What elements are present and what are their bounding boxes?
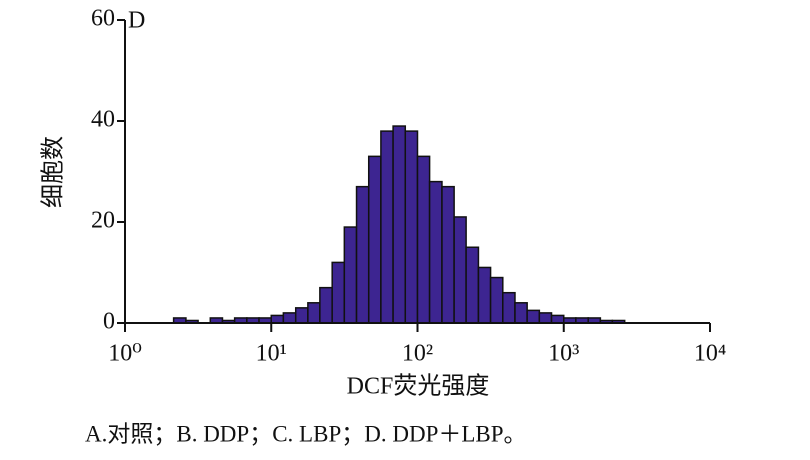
bar — [538, 312, 553, 324]
bar — [404, 130, 419, 324]
bar — [355, 185, 370, 324]
bar — [489, 276, 504, 324]
bar — [428, 180, 443, 324]
bar — [392, 125, 407, 324]
caption: A.对照；B. DDP；C. LBP；D. DDP＋LBP。 — [85, 421, 527, 446]
bar — [465, 246, 480, 324]
bar — [550, 314, 565, 324]
x-tick-label: 10² — [402, 341, 433, 367]
x-tick-label: 10⁰ — [108, 341, 142, 367]
y-tick-label: 0 — [103, 309, 115, 335]
bar — [502, 291, 516, 324]
bar — [380, 130, 394, 324]
bar — [453, 216, 467, 324]
bar — [367, 155, 382, 324]
x-axis-label: DCF荧光强度 — [347, 373, 490, 400]
panel-label: D — [128, 8, 145, 34]
x-tick-label: 10⁴ — [694, 341, 726, 367]
bar — [282, 312, 297, 324]
bar — [331, 261, 346, 324]
y-tick-label: 40 — [91, 107, 115, 133]
bar — [294, 307, 309, 324]
bar — [307, 302, 321, 324]
bar — [526, 309, 541, 324]
y-tick-label: 60 — [91, 6, 115, 32]
bar — [270, 314, 285, 324]
bar — [319, 286, 333, 324]
x-tick-label: 10¹ — [256, 341, 287, 367]
bar — [416, 155, 431, 324]
y-axis-label: 细胞数 — [40, 136, 67, 208]
x-tick-label: 10³ — [548, 341, 579, 367]
bar — [441, 185, 455, 324]
bar — [343, 226, 358, 324]
bar — [514, 302, 528, 324]
bar — [477, 266, 492, 324]
y-tick-label: 20 — [91, 208, 115, 234]
